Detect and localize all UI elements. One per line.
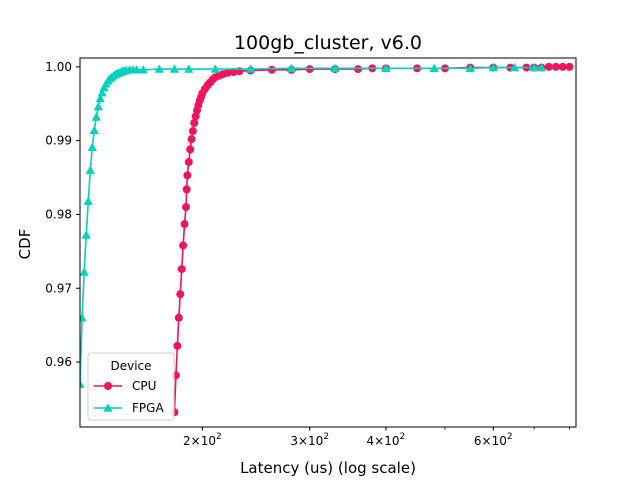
data-point-fpga: [465, 63, 475, 73]
data-point-fpga: [154, 64, 164, 73]
data-point-cpu: [229, 68, 238, 77]
data-point-fpga: [80, 313, 87, 322]
data-point-cpu: [174, 313, 183, 322]
data-point-fpga: [509, 62, 520, 72]
legend-marker-fpga: [103, 403, 113, 412]
data-point-fpga: [95, 93, 105, 103]
legend-label-cpu: CPU: [132, 379, 156, 393]
data-point-cpu: [544, 62, 553, 71]
data-point-cpu: [558, 62, 567, 71]
data-point-cpu: [184, 158, 193, 167]
data-point-cpu: [267, 65, 276, 74]
data-point-fpga: [80, 267, 89, 276]
data-point-fpga: [89, 125, 99, 135]
legend-item-fpga: FPGA: [94, 401, 164, 415]
data-point-fpga: [184, 64, 194, 73]
data-point-cpu: [190, 118, 199, 127]
data-point-fpga: [91, 112, 101, 121]
legend-box: [87, 352, 175, 421]
y-axis-title: CDF: [16, 229, 34, 260]
y-tick-label: 0.98: [45, 207, 72, 221]
legend-marker-cpu: [104, 382, 112, 390]
data-point-fpga: [246, 64, 256, 73]
x-tick-label: 3×102: [290, 432, 329, 448]
axes: 0.96 0.97 0.98 0.99 1.00 2×102 3×102 4×102 6×102: [45, 57, 577, 448]
data-point-cpu: [173, 341, 182, 350]
data-point-fpga: [169, 64, 180, 73]
data-point-cpu: [551, 62, 560, 71]
data-point-fpga: [93, 102, 103, 111]
legend-title: Device: [110, 359, 151, 373]
data-point-fpga: [286, 63, 297, 73]
plot-area: [80, 62, 574, 417]
data-point-fpga: [85, 165, 95, 174]
data-point-fpga: [488, 62, 498, 72]
chart-title: 100gb_cluster, v6.0: [234, 32, 422, 54]
data-point-fpga: [529, 62, 539, 72]
x-tick-label: 6×102: [474, 432, 513, 448]
legend-label-fpga: FPGA: [132, 401, 164, 415]
plot-frame: [79, 57, 577, 428]
data-point-fpga: [131, 65, 142, 74]
data-point-cpu: [179, 241, 188, 250]
data-point-fpga: [429, 63, 439, 73]
series-line-fpga: [80, 66, 542, 385]
data-point-cpu: [188, 127, 197, 136]
data-point-fpga: [536, 62, 547, 72]
data-point-fpga: [83, 196, 93, 205]
data-point-cpu: [183, 171, 192, 180]
x-axis-title: Latency (us) (log scale): [240, 459, 416, 477]
data-point-fpga: [138, 65, 148, 74]
data-point-cpu: [182, 185, 191, 194]
data-point-cpu: [186, 145, 195, 154]
data-point-fpga: [330, 63, 340, 73]
data-point-fpga: [210, 64, 220, 73]
legend: Device CPU FPGA: [87, 352, 175, 421]
x-tick-label: 4×102: [367, 432, 406, 448]
data-point-cpu: [176, 290, 185, 299]
series-group: [80, 62, 574, 417]
data-point-cpu: [177, 265, 186, 274]
data-point-cpu: [223, 68, 232, 77]
x-tick-label: 2×102: [183, 432, 222, 448]
y-tick-label: 0.99: [45, 134, 72, 148]
data-point-cpu: [565, 62, 574, 71]
data-point-fpga: [81, 230, 91, 239]
data-point-fpga: [87, 142, 97, 151]
legend-item-cpu: CPU: [94, 379, 156, 393]
series-line-cpu: [173, 66, 570, 413]
data-point-fpga: [97, 88, 107, 97]
data-point-fpga: [80, 379, 85, 388]
data-point-fpga: [381, 63, 391, 73]
data-point-cpu: [181, 203, 190, 212]
data-point-cpu: [180, 220, 189, 229]
y-tick-label: 1.00: [45, 60, 72, 74]
y-tick-label: 0.96: [45, 355, 72, 369]
data-point-cpu: [187, 135, 196, 144]
y-tick-label: 0.97: [45, 281, 72, 295]
